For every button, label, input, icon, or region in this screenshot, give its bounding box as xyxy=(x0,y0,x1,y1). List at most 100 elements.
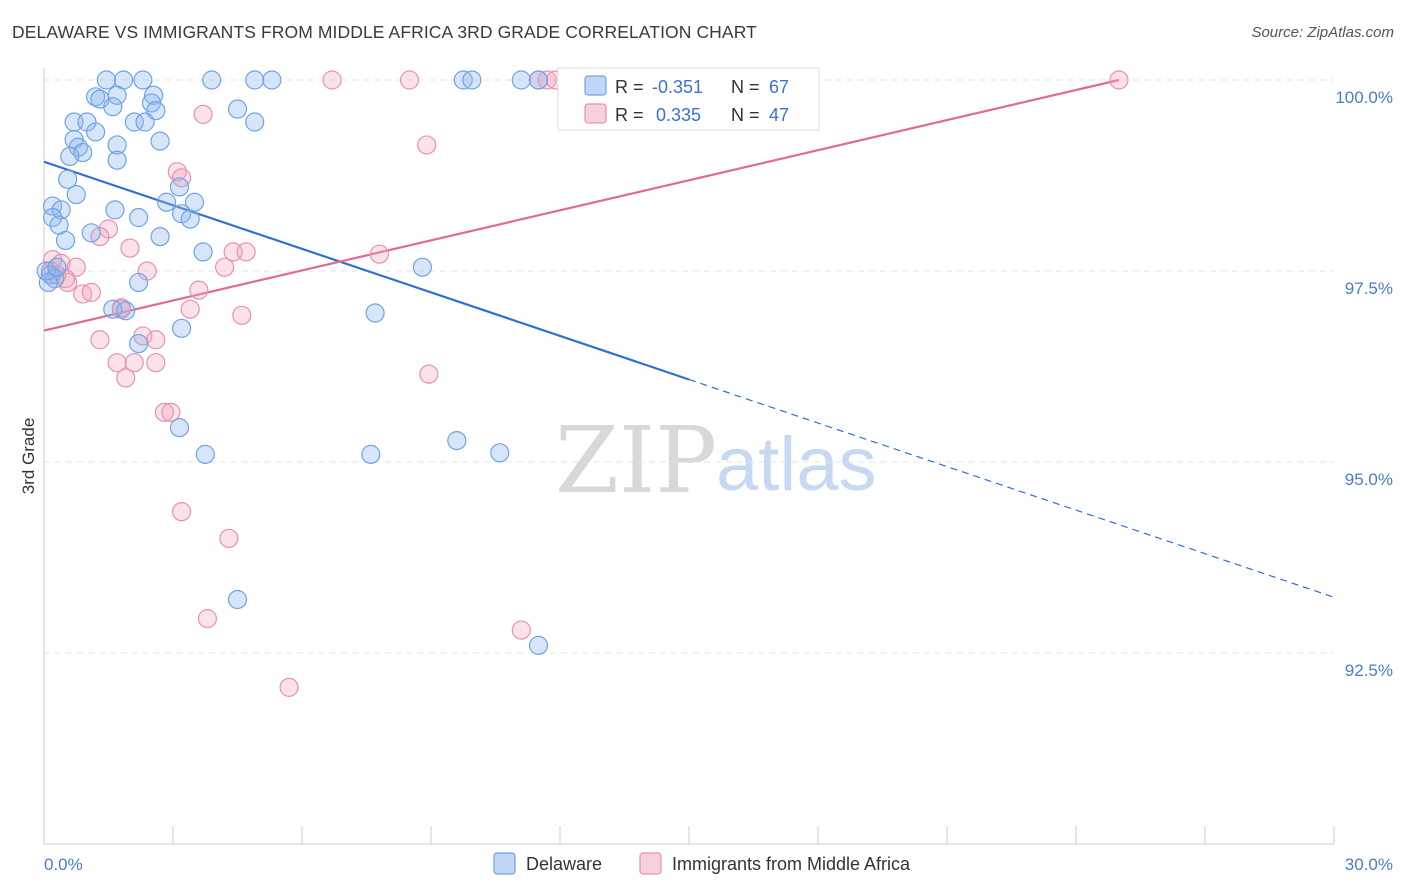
bottom-legend-delaware: Delaware xyxy=(526,854,602,874)
legend-swatch-immigrants xyxy=(584,103,607,124)
data-point-immigrants xyxy=(120,238,140,258)
data-point-delaware xyxy=(262,70,282,90)
trend-line-immigrants xyxy=(43,78,1120,332)
data-point-delaware xyxy=(511,70,531,90)
legend-n-value-1: 67 xyxy=(769,77,789,97)
data-point-delaware xyxy=(124,112,144,132)
data-point-delaware xyxy=(55,230,76,251)
trend-lines xyxy=(43,78,1335,598)
data-point-delaware xyxy=(227,99,248,119)
data-point-delaware xyxy=(107,135,127,155)
data-point-immigrants xyxy=(180,299,200,319)
data-point-immigrants xyxy=(193,104,213,124)
data-point-delaware xyxy=(169,177,190,197)
data-point-delaware xyxy=(58,169,78,189)
legend-r-value-1: -0.351 xyxy=(652,77,703,97)
data-point-immigrants xyxy=(197,609,217,629)
data-point-immigrants xyxy=(215,257,235,277)
data-point-delaware xyxy=(172,318,192,338)
data-point-immigrants xyxy=(124,353,144,373)
data-point-delaware xyxy=(105,200,125,220)
data-point-delaware xyxy=(412,257,432,277)
bottom-legend-swatch-delaware xyxy=(493,852,516,875)
data-point-immigrants xyxy=(399,70,420,90)
data-point-delaware xyxy=(490,443,510,463)
y-tick-label: 95.0% xyxy=(1345,470,1393,489)
data-point-delaware xyxy=(60,146,80,166)
y-tick-label: 92.5% xyxy=(1345,661,1393,680)
data-point-delaware xyxy=(129,272,149,293)
data-point-delaware xyxy=(135,112,155,132)
x-tick-label: 30.0% xyxy=(1345,855,1393,874)
data-point-delaware xyxy=(129,333,149,354)
data-point-delaware xyxy=(528,70,549,90)
y-tick-label: 100.0% xyxy=(1335,88,1393,107)
data-point-delaware xyxy=(129,207,149,228)
data-point-delaware xyxy=(103,97,123,117)
data-point-immigrants xyxy=(161,402,181,422)
series-immigrants-middle-africa xyxy=(40,70,1129,697)
data-point-immigrants xyxy=(419,364,439,384)
data-point-delaware xyxy=(150,227,170,247)
legend-n-label-2: N = xyxy=(731,105,760,125)
data-point-delaware xyxy=(195,444,215,464)
data-point-delaware xyxy=(66,185,86,205)
data-point-delaware xyxy=(361,444,381,464)
legend-r-value-2: 0.335 xyxy=(656,105,701,125)
data-point-immigrants xyxy=(146,330,166,350)
stats-legend: R = -0.351 N = 67 R = 0.335 N = 47 xyxy=(557,67,820,131)
trend-line-delaware-extension xyxy=(688,378,1335,598)
data-point-delaware xyxy=(133,70,153,90)
data-point-immigrants xyxy=(232,305,252,325)
data-point-immigrants xyxy=(369,244,389,264)
y-tick-label: 97.5% xyxy=(1345,279,1393,298)
data-point-delaware xyxy=(245,70,265,90)
data-point-delaware xyxy=(81,223,101,243)
data-point-delaware xyxy=(38,272,58,293)
data-point-delaware xyxy=(193,242,213,262)
series-legend: Delaware Immigrants from Middle Africa xyxy=(493,852,911,875)
x-tick-label: 0.0% xyxy=(44,855,83,874)
data-point-immigrants xyxy=(511,620,531,640)
data-point-delaware xyxy=(85,122,106,142)
data-point-delaware xyxy=(462,70,482,90)
data-point-delaware xyxy=(96,70,116,90)
data-point-immigrants xyxy=(90,330,110,350)
data-point-immigrants xyxy=(417,135,437,155)
data-point-delaware xyxy=(150,131,170,151)
series-delaware xyxy=(36,70,549,655)
legend-n-label-1: N = xyxy=(731,77,760,97)
data-point-delaware xyxy=(528,635,549,655)
y-axis-label: 3rd Grade xyxy=(19,418,38,495)
data-point-delaware xyxy=(47,257,67,277)
data-point-immigrants xyxy=(154,402,174,422)
data-point-delaware xyxy=(365,303,385,323)
data-point-immigrants xyxy=(322,70,342,90)
legend-n-value-2: 47 xyxy=(769,105,789,125)
y-tick-labels: 92.5% 95.0% 97.5% 100.0% xyxy=(1335,88,1393,680)
gridlines xyxy=(44,79,1334,654)
data-point-delaware xyxy=(144,85,164,105)
chart-source: Source: ZipAtlas.com xyxy=(1251,24,1394,41)
data-point-delaware xyxy=(116,301,136,321)
data-point-immigrants xyxy=(107,353,127,373)
trend-line-delaware xyxy=(43,160,690,381)
data-point-delaware xyxy=(42,207,63,228)
data-point-delaware xyxy=(227,589,248,610)
legend-r-label-2: R = xyxy=(615,105,644,125)
data-point-delaware xyxy=(202,70,222,90)
data-point-delaware xyxy=(180,209,200,229)
legend-r-label-1: R = xyxy=(615,77,644,97)
data-point-immigrants xyxy=(81,282,101,302)
watermark-zip: ZIP xyxy=(555,407,717,514)
legend-swatch-delaware xyxy=(584,75,607,96)
data-point-delaware xyxy=(107,150,127,170)
data-point-immigrants xyxy=(1109,70,1129,90)
data-point-immigrants xyxy=(219,528,239,549)
bottom-legend-swatch-immigrants xyxy=(639,852,662,875)
data-point-delaware xyxy=(36,261,56,281)
data-point-immigrants xyxy=(146,353,166,373)
x-tick-labels: 0.0% 30.0% xyxy=(44,855,1393,874)
data-point-immigrants xyxy=(189,280,209,300)
